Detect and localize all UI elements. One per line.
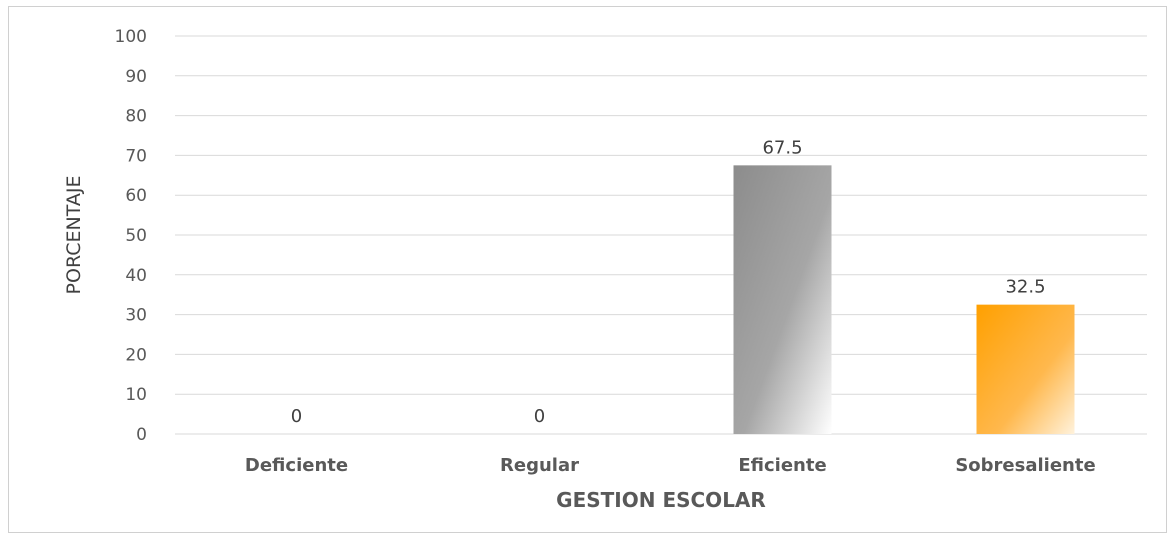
- y-tick-label: 50: [125, 226, 147, 246]
- y-tick-label: 60: [125, 186, 147, 206]
- data-label-sobresaliente: 32.5: [1005, 277, 1045, 298]
- data-label-eficiente: 67.5: [762, 137, 802, 158]
- y-tick-label: 80: [125, 107, 147, 127]
- category-label-eficiente: Eficiente: [738, 455, 826, 476]
- category-label-deficiente: Deficiente: [245, 455, 348, 476]
- y-tick-labels: 0 10 20 30 40 50 60 70 80 90 100: [115, 27, 147, 445]
- y-tick-label: 10: [125, 385, 147, 405]
- y-tick-label: 100: [115, 27, 147, 47]
- y-tick-label: 70: [125, 146, 147, 166]
- data-label-deficiente: 0: [291, 406, 302, 427]
- y-tick-label: 20: [125, 345, 147, 365]
- y-tick-label: 40: [125, 266, 147, 286]
- category-label-regular: Regular: [500, 455, 579, 476]
- chart-frame: [8, 6, 1167, 533]
- data-label-regular: 0: [534, 406, 545, 427]
- x-axis-title: GESTION ESCOLAR: [556, 488, 766, 512]
- data-labels: 0 0 67.5 32.5: [291, 137, 1046, 427]
- y-axis-title: PORCENTAJE: [63, 176, 85, 295]
- bar-eficiente: [733, 165, 832, 434]
- y-tick-label: 90: [125, 67, 147, 87]
- y-tick-label: 0: [136, 425, 147, 445]
- bars: [733, 165, 1075, 434]
- y-tick-label: 30: [125, 306, 147, 326]
- category-label-sobresaliente: Sobresaliente: [955, 455, 1095, 476]
- category-labels: Deficiente Regular Eficiente Sobresaliente: [245, 455, 1096, 476]
- bar-sobresaliente: [976, 304, 1075, 434]
